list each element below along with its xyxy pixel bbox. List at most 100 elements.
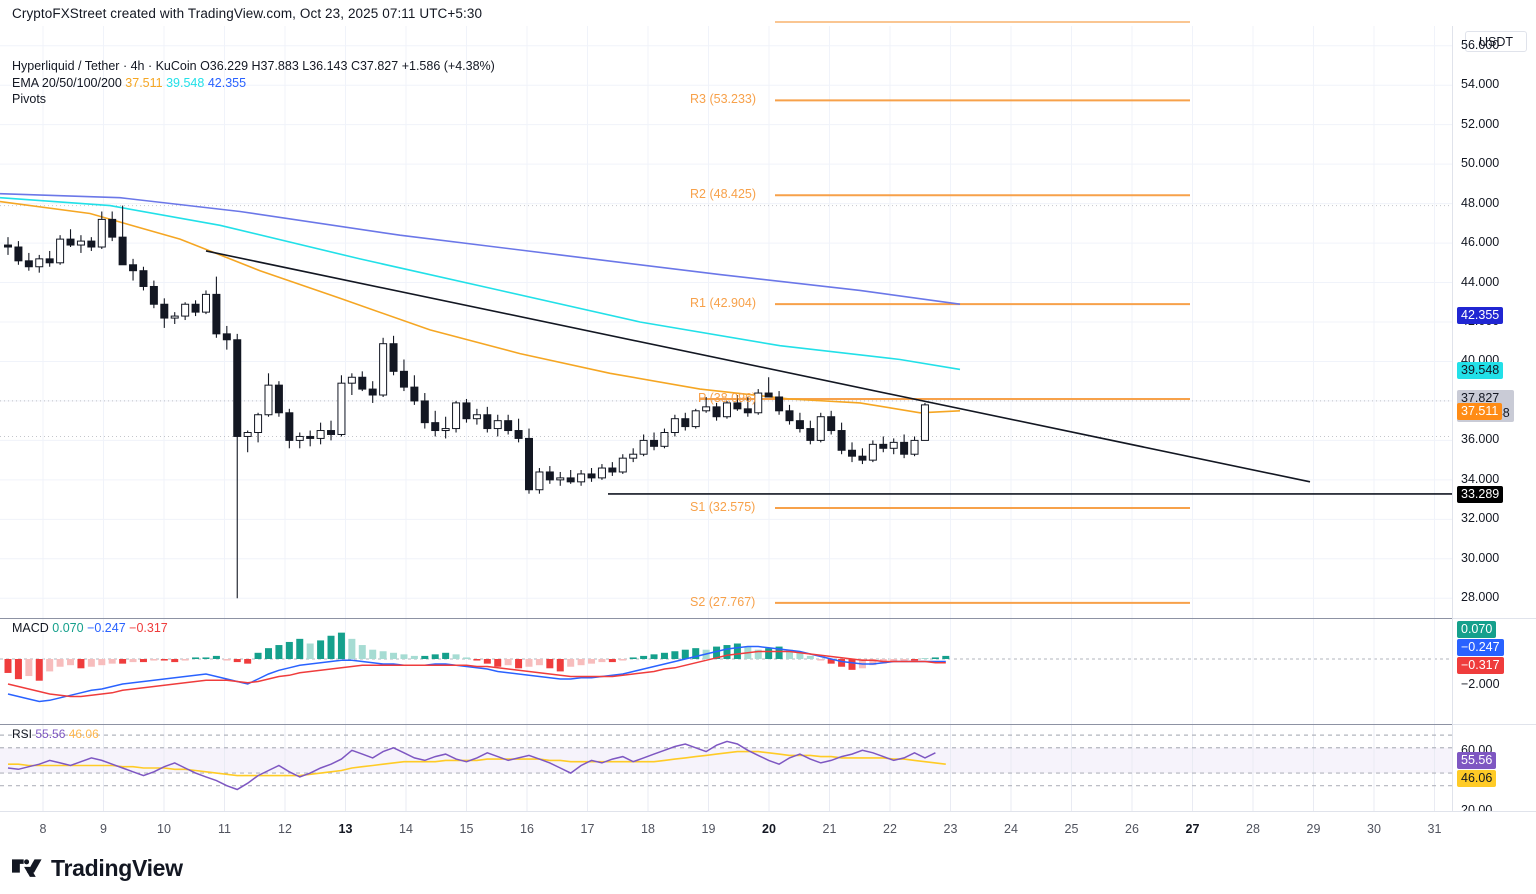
macd-legend-title: MACD — [12, 621, 49, 635]
macd-legend-macd: −0.247 — [87, 621, 126, 635]
macd-chart-svg — [0, 619, 1452, 724]
macd-hist-badge[interactable]: 0.070 — [1457, 621, 1497, 638]
time-axis[interactable]: 8 9 10 11 12 13 14 15 16 17 18 19 20 21 22 23 24 25 26 27 28… — [0, 811, 1536, 847]
price-pane[interactable]: Hyperliquid / Tether · 4h · KuCoin O36.2… — [0, 21, 1452, 618]
macd-signal-line — [7, 650, 946, 698]
price-tick-48-000: 48.000 — [1461, 195, 1500, 210]
ema20-line — [0, 200, 961, 414]
candlestick-series — [4, 205, 929, 599]
descending-trendline — [205, 250, 1311, 483]
rsi-line — [7, 740, 936, 791]
pivot-r1-label: R1 (42.904) — [690, 296, 757, 311]
pivot-s1-label: S1 (32.575) — [690, 499, 756, 514]
legend-ema50-value: 39.548 — [166, 75, 205, 90]
legend-close: C37.827 — [350, 59, 399, 73]
time-tick-13: 13 — [338, 822, 353, 836]
ema50-line — [0, 196, 961, 371]
price-tick-32-000: 32.000 — [1461, 511, 1500, 526]
time-tick-18: 18 — [641, 822, 655, 836]
macd-pane[interactable]: MACD 0.070 −0.247 −0.317 — [0, 619, 1452, 724]
ema100-line — [0, 192, 961, 305]
price-tick-56-000: 56.000 — [1461, 37, 1500, 52]
tradingview-footer[interactable]: TradingView — [12, 851, 183, 885]
time-tick-15: 15 — [459, 822, 474, 836]
tradingview-wordmark: TradingView — [51, 854, 183, 881]
macd-legend-signal: −0.317 — [129, 621, 168, 635]
legend-symbol-row: Hyperliquid / Tether · 4h · KuCoin O36.2… — [12, 58, 495, 75]
legend-low: L36.143 — [302, 59, 348, 73]
last-price-badge-value: 37.827 — [1461, 391, 1500, 406]
time-tick-8: 8 — [39, 822, 47, 836]
price-chart-svg — [0, 21, 1452, 618]
time-tick-12: 12 — [278, 822, 292, 836]
time-tick-9: 9 — [100, 822, 107, 836]
support-line-badge[interactable]: 33.289 — [1457, 485, 1504, 503]
rsi-ma-line — [8, 750, 946, 777]
rsi-pane[interactable]: RSI 55.56 46.06 — [0, 725, 1452, 811]
time-tick-27: 27 — [1185, 822, 1200, 836]
time-tick-31: 31 — [1427, 822, 1442, 836]
price-tick-50-000: 50.000 — [1461, 156, 1500, 171]
price-tick-28-000: 28.000 — [1461, 590, 1500, 605]
macd-line-badge[interactable]: −0.247 — [1457, 639, 1504, 656]
ema20-price-badge[interactable]: 37.511 — [1457, 402, 1503, 420]
price-axis[interactable]: USDT 56.000 54.000 52.000 50.000 48.000 46.00… — [1452, 26, 1536, 817]
time-tick-10: 10 — [157, 822, 171, 836]
currency-unit-label: USDT — [1465, 31, 1527, 52]
time-tick-25: 25 — [1064, 822, 1079, 836]
price-tick-52-000: 52.000 — [1461, 116, 1500, 131]
price-tick-34-000: 34.000 — [1461, 471, 1500, 486]
macd-line — [7, 645, 946, 703]
chart-panes: Hyperliquid / Tether · 4h · KuCoin O36.2… — [0, 21, 1452, 811]
rsi-legend: RSI 55.56 46.06 — [12, 727, 99, 741]
price-tick-30-000: 30.000 — [1461, 550, 1500, 565]
ema100-price-badge-value: 42.355 — [1461, 307, 1500, 322]
legend-high: H37.883 — [251, 59, 299, 73]
axis-separator — [1453, 724, 1536, 725]
time-tick-20: 20 — [762, 822, 776, 836]
pivot-p-label: P (38.096) — [698, 391, 757, 406]
pane-separator-rsi — [0, 724, 1452, 725]
price-legend: Hyperliquid / Tether · 4h · KuCoin O36.2… — [12, 58, 495, 108]
legend-open: O36.229 — [200, 59, 249, 73]
legend-pivots-row: Pivots — [12, 92, 47, 106]
time-tick-14: 14 — [399, 822, 413, 836]
legend-ema-row: EMA 20/50/100/200 37.511 39.548 42.355 — [12, 75, 495, 92]
time-tick-23: 23 — [943, 822, 958, 836]
time-tick-30: 30 — [1367, 822, 1381, 836]
price-tick-44-000: 44.000 — [1461, 274, 1500, 289]
pivot-r3-label: R3 (53.233) — [690, 92, 757, 107]
support-line-badge-value: 33.289 — [1461, 486, 1500, 501]
macd-signal-badge[interactable]: −0.317 — [1457, 657, 1504, 674]
time-tick-29: 29 — [1306, 822, 1321, 836]
ema100-price-badge[interactable]: 42.355 — [1457, 306, 1504, 324]
macd-legend: MACD 0.070 −0.247 −0.317 — [12, 621, 168, 635]
pane-separator-macd — [0, 618, 1452, 619]
legend-ema100-value: 42.355 — [207, 75, 247, 90]
price-tick-36-000: 36.000 — [1461, 432, 1500, 447]
macd-tick: −2.000 — [1461, 677, 1500, 691]
time-tick-28: 28 — [1246, 822, 1260, 836]
time-tick-19: 19 — [701, 822, 716, 836]
legend-ema20-value: 37.511 — [125, 75, 163, 90]
time-tick-17: 17 — [580, 822, 595, 836]
ema50-price-badge[interactable]: 39.548 — [1457, 362, 1504, 380]
rsi-ma-badge[interactable]: 46.06 — [1457, 770, 1497, 787]
legend-symbol: Hyperliquid / Tether · 4h · KuCoin — [12, 59, 197, 73]
time-tick-11: 11 — [218, 822, 231, 836]
pivot-s2-label: S2 (27.767) — [690, 594, 756, 609]
attribution-text: CryptoFXStreet created with TradingView.… — [12, 6, 483, 21]
time-tick-26: 26 — [1125, 822, 1139, 836]
ema20-price-badge-value: 37.511 — [1461, 403, 1499, 418]
time-tick-21: 21 — [822, 822, 837, 836]
rsi-chart-svg — [0, 725, 1452, 811]
macd-legend-hist: 0.070 — [52, 621, 84, 635]
legend-change: +1.586 (+4.38%) — [401, 59, 495, 73]
rsi-value-badge[interactable]: 55.56 — [1457, 752, 1497, 769]
rsi-legend-title: RSI — [12, 727, 33, 741]
rsi-legend-ma: 46.06 — [68, 727, 99, 741]
time-tick-22: 22 — [883, 822, 897, 836]
price-tick-46-000: 46.000 — [1461, 235, 1500, 250]
time-tick-16: 16 — [520, 822, 534, 836]
